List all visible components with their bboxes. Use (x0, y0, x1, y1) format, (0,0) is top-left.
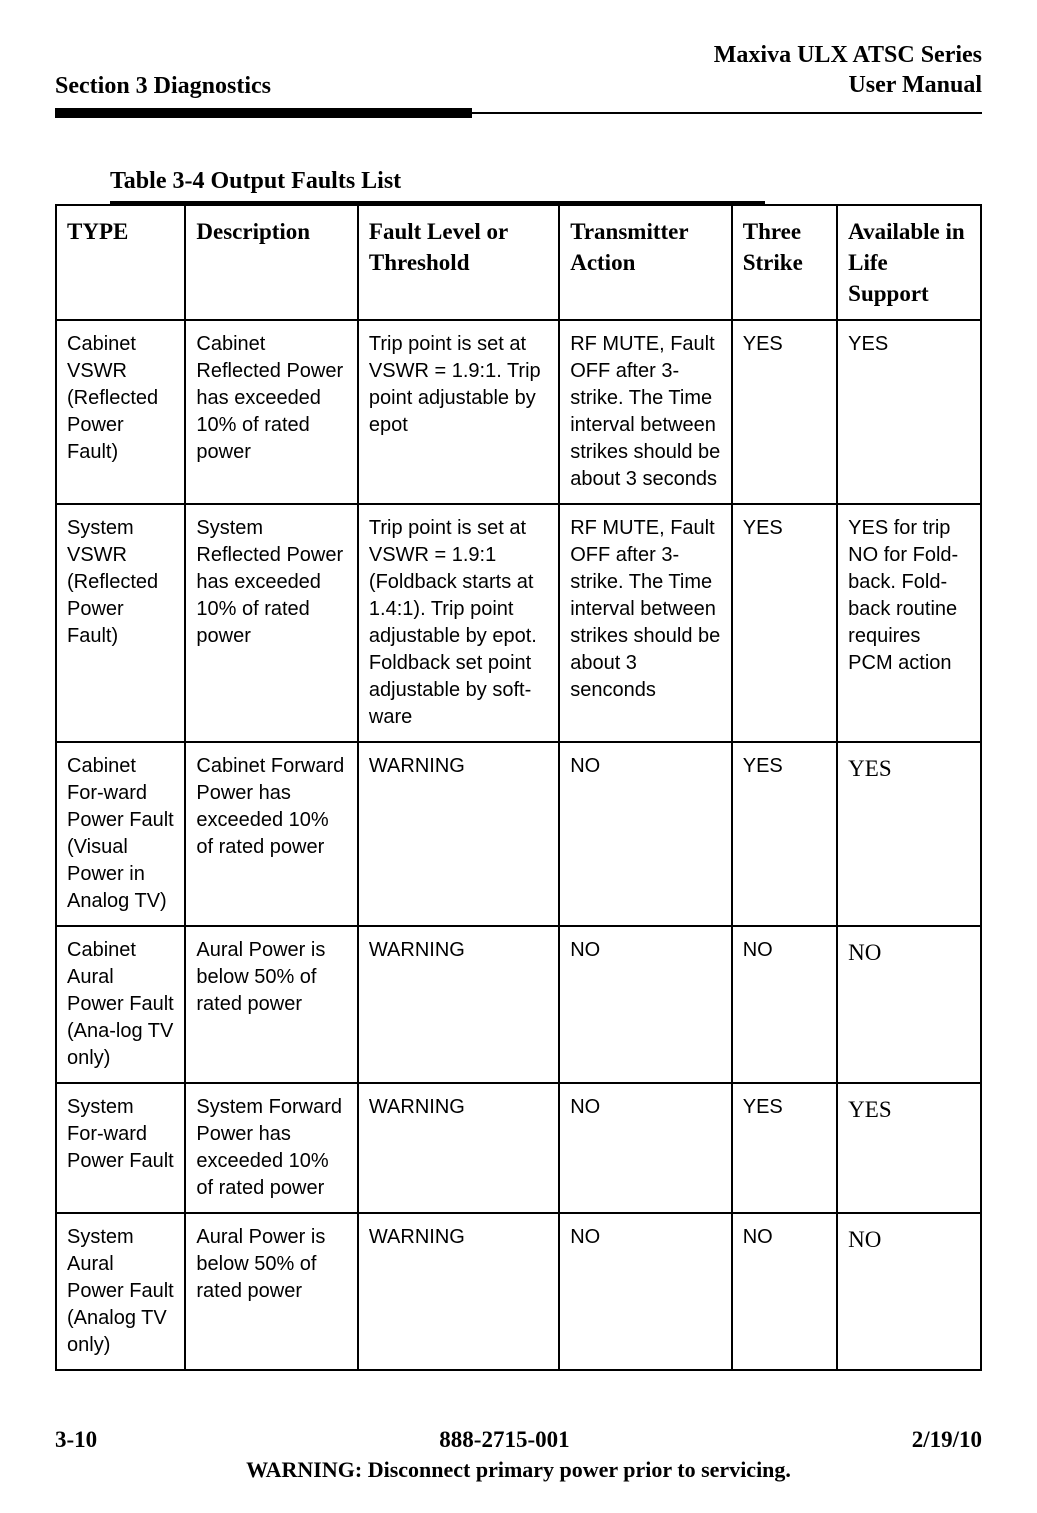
cell-fault-level: WARNING (358, 926, 559, 1083)
document-page: Section 3 Diagnostics Maxiva ULX ATSC Se… (0, 0, 1037, 1513)
cell-three-strike: NO (732, 926, 837, 1083)
cell-life-support: YES (837, 1083, 981, 1213)
cell-fault-level: Trip point is set at VSWR = 1.9:1 (Foldb… (358, 504, 559, 742)
cell-life-support: YES (837, 742, 981, 926)
table-row: Cabinet Aural Power Fault (Ana-log TV on… (56, 926, 981, 1083)
cell-type: System VSWR (Reflected Power Fault) (56, 504, 185, 742)
header-thick-line (55, 108, 472, 118)
col-tx-action: Transmitter Action (559, 205, 732, 320)
table-caption: Table 3-4 Output Faults List (110, 168, 982, 195)
cell-life-support: NO (837, 1213, 981, 1370)
cell-tx-action: RF MUTE, Fault OFF after 3-strike. The T… (559, 320, 732, 504)
product-title-line2: User Manual (714, 70, 982, 100)
footer-warning: WARNING: Disconnect primary power prior … (55, 1457, 982, 1483)
cell-three-strike: YES (732, 1083, 837, 1213)
cell-life-support: NO (837, 926, 981, 1083)
cell-three-strike: YES (732, 504, 837, 742)
cell-type: Cabinet For-ward Power Fault (Visual Pow… (56, 742, 185, 926)
page-footer: 3-10 888-2715-001 2/19/10 WARNING: Disco… (55, 1407, 982, 1483)
section-label: Section 3 Diagnostics (55, 73, 271, 100)
col-type: TYPE (56, 205, 185, 320)
col-description: Description (185, 205, 358, 320)
cell-description: Aural Power is below 50% of rated power (185, 926, 358, 1083)
page-number: 3-10 (55, 1427, 97, 1453)
cell-description: System Reflected Power has exceeded 10% … (185, 504, 358, 742)
cell-type: Cabinet VSWR (Reflected Power Fault) (56, 320, 185, 504)
cell-description: System Forward Power has exceeded 10% of… (185, 1083, 358, 1213)
product-title: Maxiva ULX ATSC Series User Manual (714, 40, 982, 100)
output-faults-table: TYPE Description Fault Level or Threshol… (55, 204, 982, 1371)
col-life-support: Available in Life Support (837, 205, 981, 320)
cell-three-strike: NO (732, 1213, 837, 1370)
table-row: System Aural Power Fault (Analog TV only… (56, 1213, 981, 1370)
cell-tx-action: NO (559, 1083, 732, 1213)
table-header-row: TYPE Description Fault Level or Threshol… (56, 205, 981, 320)
cell-type: System Aural Power Fault (Analog TV only… (56, 1213, 185, 1370)
footer-top-row: 3-10 888-2715-001 2/19/10 (55, 1427, 982, 1453)
cell-three-strike: YES (732, 742, 837, 926)
doc-number: 888-2715-001 (439, 1427, 569, 1453)
product-title-line1: Maxiva ULX ATSC Series (714, 40, 982, 70)
col-three-strike: Three Strike (732, 205, 837, 320)
table-row: Cabinet For-ward Power Fault (Visual Pow… (56, 742, 981, 926)
cell-tx-action: RF MUTE, Fault OFF after 3-strike. The T… (559, 504, 732, 742)
table-body: Cabinet VSWR (Reflected Power Fault)Cabi… (56, 320, 981, 1370)
table-row: System For-ward Power FaultSystem Forwar… (56, 1083, 981, 1213)
cell-description: Cabinet Forward Power has exceeded 10% o… (185, 742, 358, 926)
cell-fault-level: Trip point is set at VSWR = 1.9:1. Trip … (358, 320, 559, 504)
cell-tx-action: NO (559, 742, 732, 926)
cell-tx-action: NO (559, 926, 732, 1083)
cell-fault-level: WARNING (358, 742, 559, 926)
cell-fault-level: WARNING (358, 1083, 559, 1213)
cell-fault-level: WARNING (358, 1213, 559, 1370)
doc-date: 2/19/10 (912, 1427, 982, 1453)
cell-type: System For-ward Power Fault (56, 1083, 185, 1213)
cell-life-support: YES for trip NO for Fold-back. Fold-back… (837, 504, 981, 742)
page-header: Section 3 Diagnostics Maxiva ULX ATSC Se… (55, 40, 982, 100)
cell-life-support: YES (837, 320, 981, 504)
cell-description: Aural Power is below 50% of rated power (185, 1213, 358, 1370)
col-fault-level: Fault Level or Threshold (358, 205, 559, 320)
header-divider (55, 108, 982, 118)
cell-tx-action: NO (559, 1213, 732, 1370)
table-row: Cabinet VSWR (Reflected Power Fault)Cabi… (56, 320, 981, 504)
cell-three-strike: YES (732, 320, 837, 504)
table-row: System VSWR (Reflected Power Fault)Syste… (56, 504, 981, 742)
cell-type: Cabinet Aural Power Fault (Ana-log TV on… (56, 926, 185, 1083)
cell-description: Cabinet Reflected Power has exceeded 10%… (185, 320, 358, 504)
